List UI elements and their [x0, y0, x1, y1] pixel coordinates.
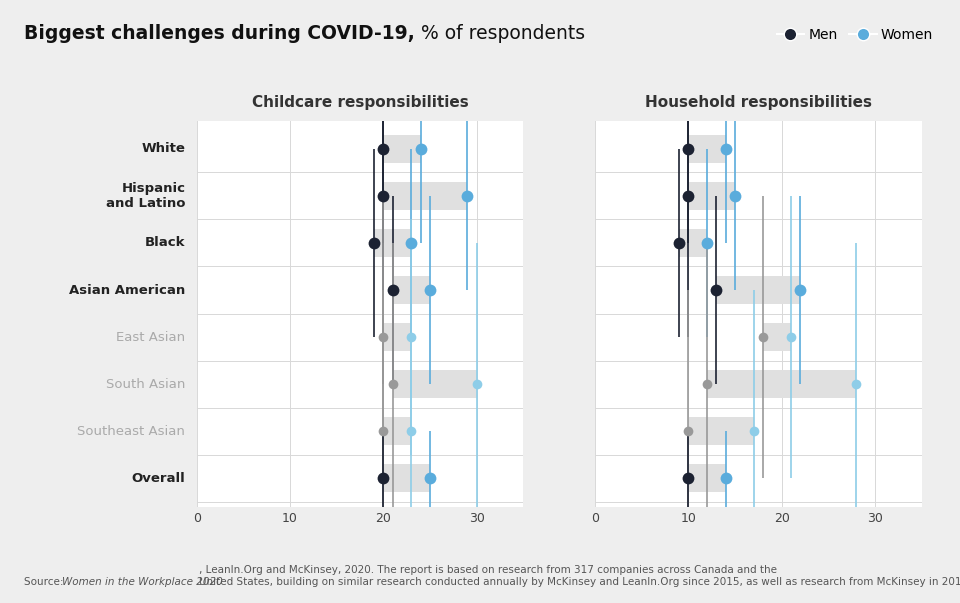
Text: , LeanIn.Org and McKinsey, 2020. The report is based on research from 317 compan: , LeanIn.Org and McKinsey, 2020. The rep…: [199, 565, 960, 587]
Text: % of respondents: % of respondents: [415, 24, 585, 43]
Text: Biggest challenges during COVID-19,: Biggest challenges during COVID-19,: [24, 24, 415, 43]
Text: Women in the Workplace 2020: Women in the Workplace 2020: [62, 576, 223, 587]
Bar: [383, 417, 411, 446]
Text: Hispanic
and Latino: Hispanic and Latino: [106, 182, 185, 210]
Text: South Asian: South Asian: [106, 377, 185, 391]
Bar: [688, 134, 726, 163]
Title: Childcare responsibilities: Childcare responsibilities: [252, 95, 468, 110]
Bar: [708, 370, 856, 398]
Bar: [383, 464, 430, 493]
Text: Overall: Overall: [132, 472, 185, 485]
Bar: [688, 464, 726, 493]
Text: Asian American: Asian American: [69, 283, 185, 297]
Bar: [383, 134, 420, 163]
Text: Southeast Asian: Southeast Asian: [78, 425, 185, 438]
Bar: [688, 417, 754, 446]
Title: Household responsibilities: Household responsibilities: [645, 95, 872, 110]
Text: White: White: [141, 142, 185, 156]
Bar: [393, 370, 476, 398]
Bar: [688, 182, 735, 210]
Bar: [383, 323, 411, 351]
Text: Black: Black: [145, 236, 185, 250]
Legend: Men, Women: Men, Women: [771, 22, 939, 47]
Bar: [763, 323, 791, 351]
Bar: [383, 182, 468, 210]
Text: East Asian: East Asian: [116, 330, 185, 344]
Bar: [716, 276, 801, 304]
Bar: [393, 276, 430, 304]
Bar: [374, 229, 411, 257]
Bar: [679, 229, 708, 257]
Text: Source:: Source:: [24, 576, 67, 587]
